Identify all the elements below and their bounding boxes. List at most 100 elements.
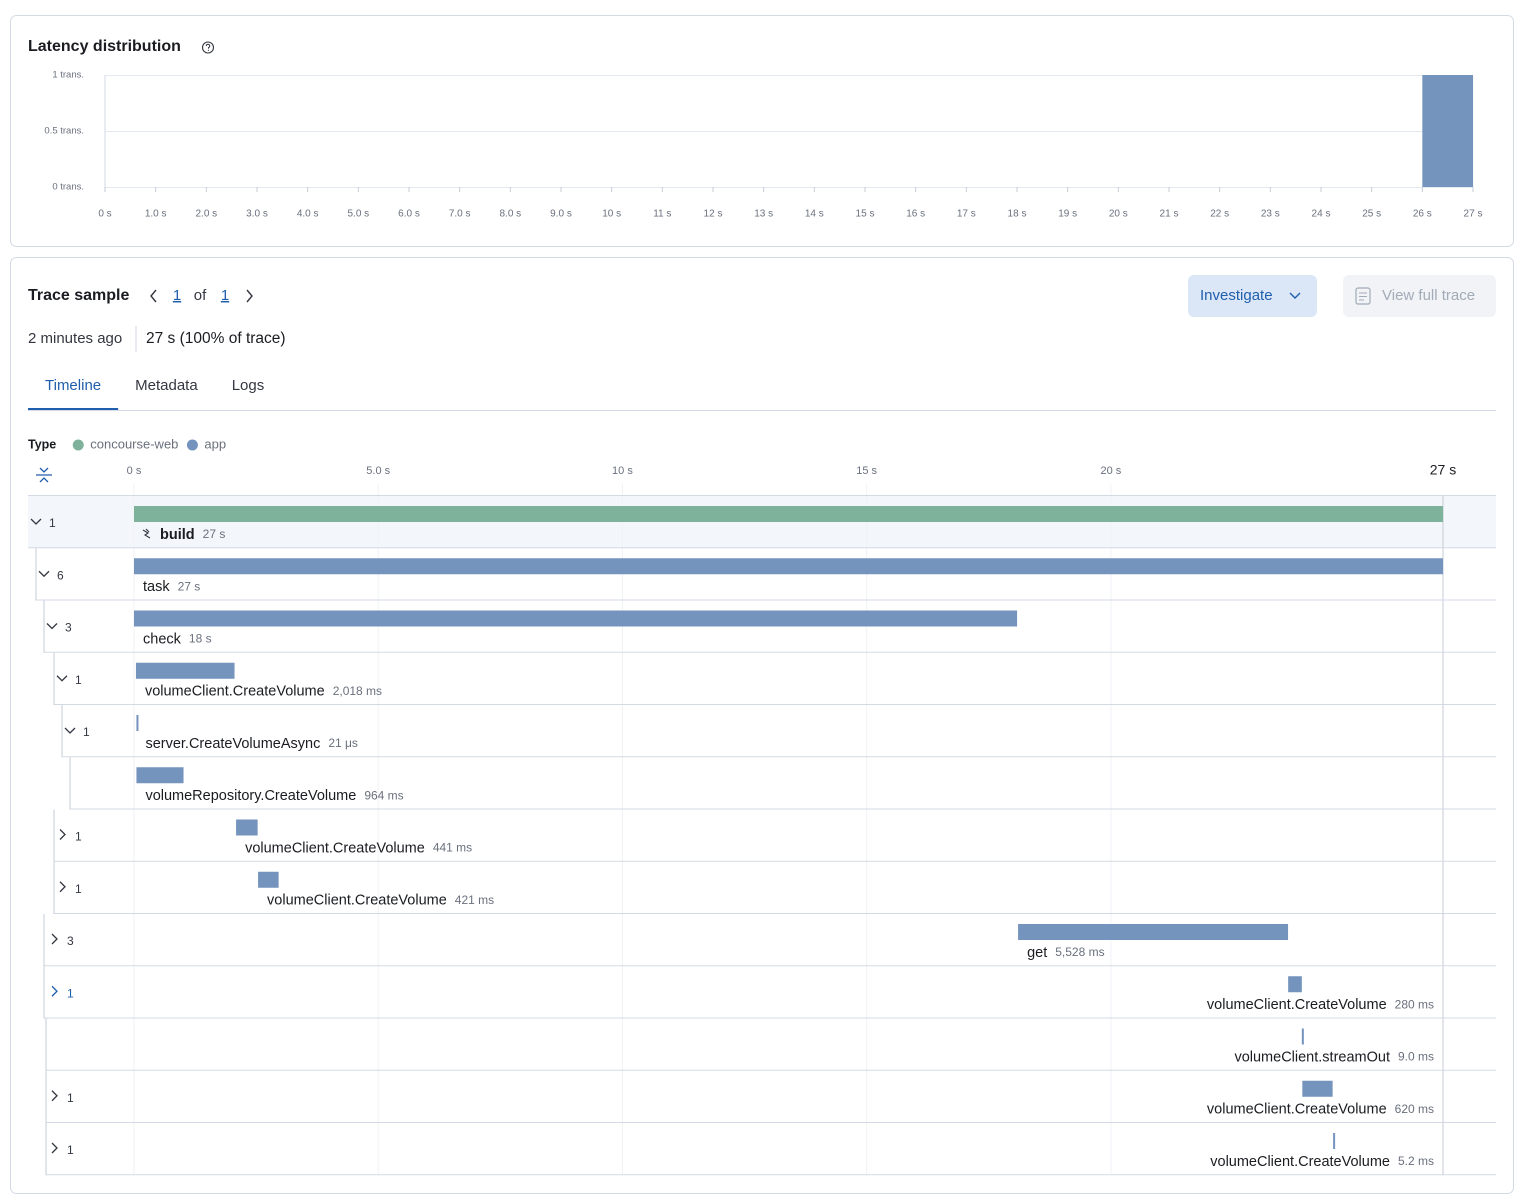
x-tick-label: 3.0 s <box>246 209 268 220</box>
timeline-tick-label: 5.0 s <box>366 465 390 477</box>
y-tick-label: 0 trans. <box>52 182 84 193</box>
pager-current[interactable]: 1 <box>173 287 181 304</box>
collapse-all-icon[interactable] <box>36 467 52 483</box>
span-bar <box>1333 1133 1336 1149</box>
timeline-tick-label: 10 s <box>612 465 633 477</box>
span-name: volumeClient.CreateVolume <box>245 840 425 856</box>
span-bar <box>134 558 1443 575</box>
x-tick-label: 16 s <box>906 209 925 220</box>
span-duration: 9.0 ms <box>1398 1050 1434 1064</box>
row-toggle[interactable] <box>51 1142 58 1154</box>
legend: Type concourse-web app <box>28 436 226 451</box>
histogram-bar <box>1422 75 1473 187</box>
pager-total[interactable]: 1 <box>221 287 229 304</box>
investigate-button[interactable]: Investigate <box>1188 275 1317 317</box>
span-name: task <box>143 579 170 595</box>
span-bar <box>136 767 184 784</box>
span-bar <box>136 715 139 731</box>
row-toggle[interactable] <box>59 829 66 840</box>
selected-row <box>28 496 1496 549</box>
row-toggle[interactable] <box>46 623 58 630</box>
span-duration: 27 s <box>178 579 201 593</box>
span-name: get <box>1027 945 1047 961</box>
span-duration: 620 ms <box>1395 1102 1434 1116</box>
span-bar <box>258 871 279 888</box>
row-toggle[interactable] <box>56 675 68 682</box>
row-toggle[interactable] <box>30 518 42 525</box>
legend-label: app <box>204 436 226 451</box>
x-tick-label: 25 s <box>1362 209 1381 220</box>
tab[interactable]: Timeline <box>45 377 101 394</box>
span-duration: 280 ms <box>1395 997 1434 1011</box>
span-duration: 441 ms <box>433 841 472 855</box>
row-toggle[interactable] <box>64 727 76 734</box>
x-tick-label: 13 s <box>754 209 773 220</box>
child-count: 6 <box>57 568 64 582</box>
trace-panel <box>10 257 1514 1194</box>
y-tick-label: 1 trans. <box>52 70 84 81</box>
pager-next[interactable] <box>246 289 253 303</box>
tabs: Timeline Metadata Logs <box>28 377 264 410</box>
span-name: volumeClient.streamOut <box>1234 1049 1390 1065</box>
span-name: volumeRepository.CreateVolume <box>145 788 356 804</box>
y-tick-label: 0.5 trans. <box>44 126 84 137</box>
span-bar <box>1302 1080 1333 1097</box>
span-bar <box>1301 1028 1304 1045</box>
span-duration: 18 s <box>189 632 212 646</box>
child-count: 1 <box>67 1091 74 1105</box>
span-duration: 27 s <box>203 527 226 541</box>
tab[interactable]: Metadata <box>135 377 198 394</box>
row-toggle[interactable] <box>59 881 66 893</box>
span-duration: 421 ms <box>455 893 494 907</box>
row-toggle[interactable] <box>51 933 58 945</box>
row-toggle[interactable] <box>51 1090 58 1102</box>
span-duration: 21 μs <box>328 736 358 750</box>
x-tick-label: 14 s <box>805 209 824 220</box>
span-name: volumeClient.CreateVolume <box>1207 997 1387 1013</box>
x-tick-label: 20 s <box>1109 209 1128 220</box>
span-name: volumeClient.CreateVolume <box>1207 1102 1387 1118</box>
trace-age: 2 minutes ago <box>28 330 122 347</box>
x-tick-label: 19 s <box>1058 209 1077 220</box>
child-count: 3 <box>65 621 72 635</box>
child-count: 1 <box>75 830 82 844</box>
view-full-trace-button[interactable]: View full trace <box>1343 275 1496 317</box>
legend-swatch <box>72 439 84 451</box>
x-tick-label: 26 s <box>1413 209 1432 220</box>
child-count: 1 <box>75 673 82 687</box>
x-tick-label: 11 s <box>653 209 671 220</box>
x-tick-label: 22 s <box>1210 209 1229 220</box>
button-label[interactable]: View full trace <box>1382 287 1475 304</box>
x-tick-label: 1.0 s <box>145 209 167 220</box>
timeline-tick-label: 27 s <box>1430 462 1456 478</box>
row-toggle[interactable] <box>38 570 50 578</box>
span-bar <box>134 610 1018 627</box>
x-tick-label: 8.0 s <box>499 209 521 220</box>
span-name: volumeClient.CreateVolume <box>267 893 447 909</box>
child-count: 1 <box>49 516 56 530</box>
row-toggle[interactable] <box>51 985 58 997</box>
child-count: 1 <box>83 725 90 739</box>
x-tick-label: 15 s <box>856 209 875 220</box>
x-tick-label: 4.0 s <box>297 209 319 220</box>
span-duration: 5,528 ms <box>1055 945 1104 959</box>
tab-underline <box>28 408 119 410</box>
x-tick-label: 18 s <box>1008 209 1027 220</box>
span-icon <box>142 528 151 539</box>
child-count: 1 <box>67 1143 74 1157</box>
tab[interactable]: Logs <box>232 377 265 394</box>
child-count: 3 <box>67 934 74 948</box>
pager-prev[interactable] <box>150 289 157 303</box>
x-tick-label: 27 s <box>1464 209 1483 220</box>
x-tick-label: 17 s <box>957 209 976 220</box>
timeline-tick-label: 15 s <box>856 465 877 477</box>
span-bar <box>135 662 235 679</box>
help-icon <box>201 41 215 54</box>
child-count: 1 <box>75 882 82 896</box>
span-bar <box>134 506 1443 522</box>
button-label[interactable]: Investigate <box>1200 287 1273 304</box>
pager-of: of <box>194 287 207 304</box>
trace-duration: 27 s (100% of trace) <box>146 330 286 347</box>
